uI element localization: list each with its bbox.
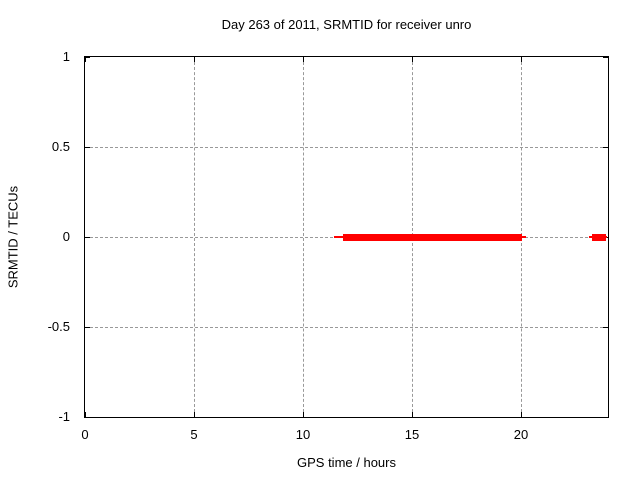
y-tick-mark-right (603, 417, 608, 418)
x-tick-mark-bottom (521, 412, 522, 417)
x-axis-label: GPS time / hours (297, 455, 396, 470)
y-tick-mark-right (603, 57, 608, 58)
y-tick-label: -0.5 (47, 319, 70, 334)
x-tick-label: 5 (190, 427, 198, 442)
chart-title: Day 263 of 2011, SRMTID for receiver unr… (221, 17, 472, 32)
x-tick-mark-top (194, 57, 195, 62)
y-tick-label: 0.5 (51, 139, 70, 154)
y-tick-mark-left (85, 417, 90, 418)
x-tick-mark-bottom (303, 412, 304, 417)
y-tick-mark-left (85, 237, 90, 238)
y-tick-mark-left (85, 57, 90, 58)
x-tick-mark-bottom (85, 412, 86, 417)
x-tick-mark-top (303, 57, 304, 62)
y-gridline (85, 147, 608, 148)
x-tick-mark-bottom (194, 412, 195, 417)
x-tick-label: 10 (295, 427, 311, 442)
y-tick-mark-right (603, 327, 608, 328)
data-segment (343, 234, 522, 241)
x-tick-mark-bottom (412, 412, 413, 417)
x-tick-mark-top (412, 57, 413, 62)
y-tick-label: 1 (62, 49, 70, 64)
y-gridline (85, 327, 608, 328)
data-segment (592, 234, 606, 241)
x-tick-mark-top (85, 57, 86, 62)
y-tick-mark-right (603, 147, 608, 148)
x-tick-mark-top (521, 57, 522, 62)
y-tick-label: -1 (58, 409, 70, 424)
y-tick-mark-left (85, 327, 90, 328)
x-tick-label: 20 (513, 427, 529, 442)
y-tick-label: 0 (62, 229, 70, 244)
x-tick-label: 15 (404, 427, 420, 442)
x-tick-label: 0 (81, 427, 89, 442)
plot-area (84, 56, 609, 418)
y-tick-mark-left (85, 147, 90, 148)
